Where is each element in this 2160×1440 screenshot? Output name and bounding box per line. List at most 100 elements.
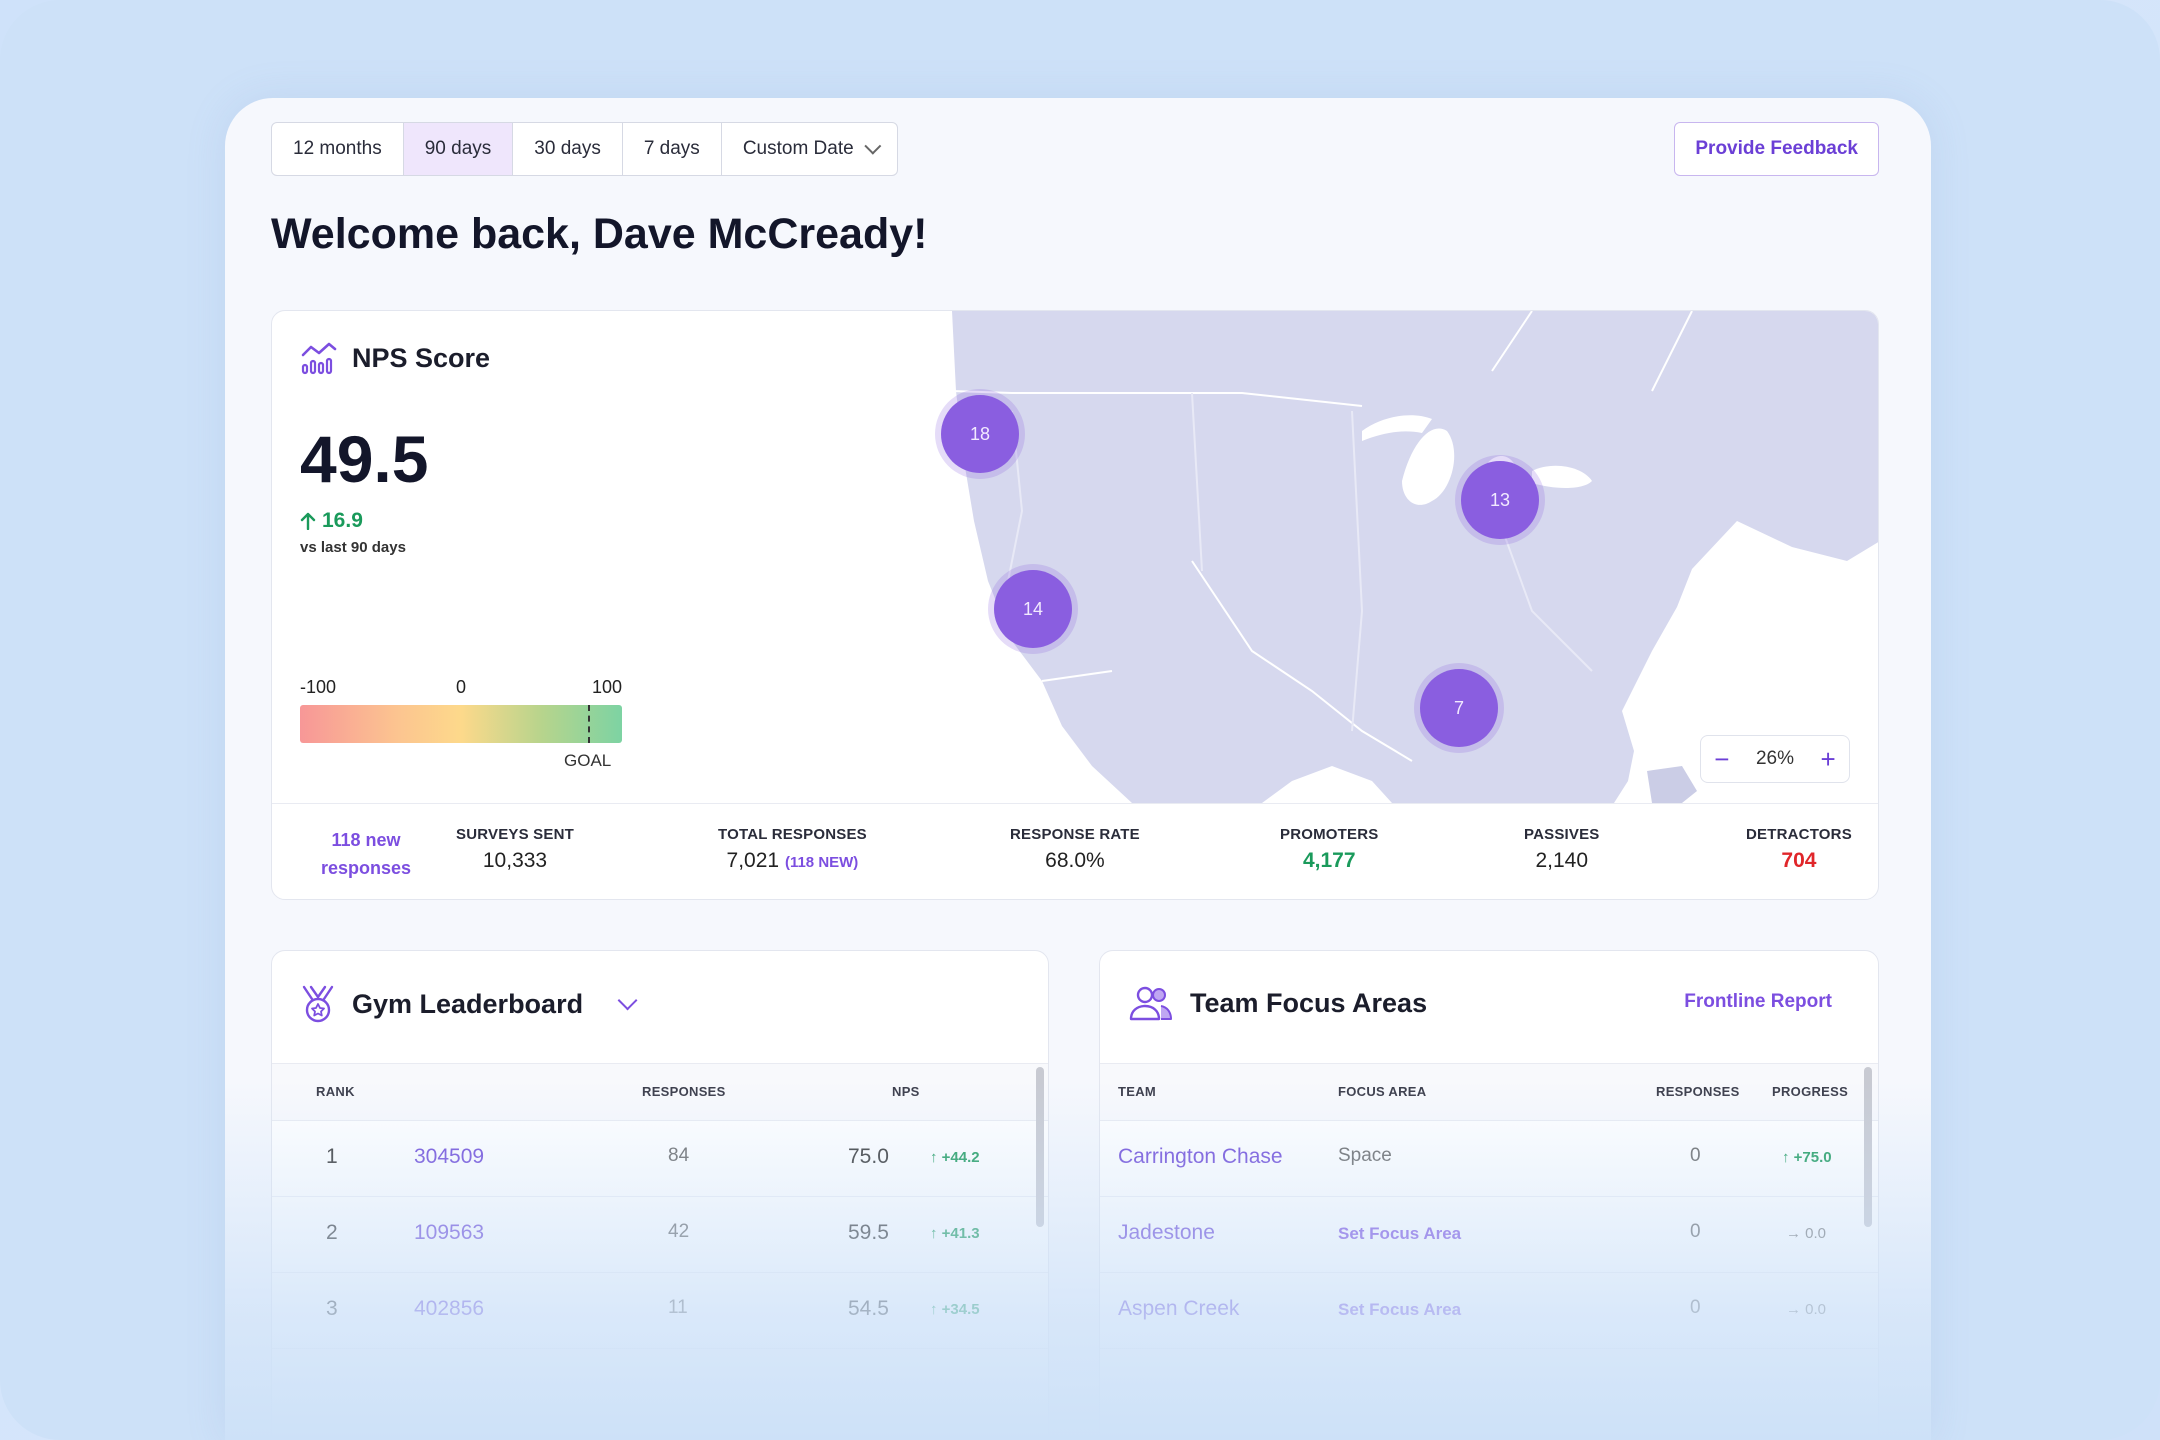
stat-surveys-sent: SURVEYS SENT 10,333 <box>456 826 574 873</box>
column-header[interactable]: RESPONSES <box>642 1084 726 1099</box>
progress-value: 0.0 <box>1805 1225 1827 1242</box>
stat-passives: PASSIVES 2,140 <box>1524 826 1600 873</box>
column-header[interactable]: TEAM <box>1118 1084 1157 1099</box>
stat-detractors: DETRACTORS 704 <box>1746 826 1852 873</box>
responses: 0 <box>1690 1297 1701 1318</box>
leaderboard-title: Gym Leaderboard <box>352 988 584 1019</box>
leaderboard-header: Gym Leaderboard <box>300 985 638 1023</box>
chevron-down-icon <box>864 137 882 155</box>
team-focus-card: Team Focus Areas Frontline Report TEAM F… <box>1099 950 1879 1440</box>
rank: 3 <box>326 1297 338 1320</box>
column-header[interactable]: RANK <box>316 1084 355 1099</box>
gym-leaderboard-card: Gym Leaderboard RANK RESPONSES NPS 1 304… <box>271 950 1049 1440</box>
stat-value: 704 <box>1781 849 1817 872</box>
scale-mid: 0 <box>456 677 467 697</box>
nps-header: NPS Score <box>300 341 490 375</box>
nps-value: 59.5 <box>848 1221 889 1244</box>
nps-change-value: +44.2 <box>941 1149 980 1166</box>
nps-stats-row: 118 new responses SURVEYS SENT 10,333 TO… <box>272 803 1878 899</box>
nps-delta-caption: vs last 90 days <box>300 539 406 556</box>
table-row[interactable]: Jadestone Set Focus Area 0 → 0.0 <box>1100 1197 1878 1273</box>
responses: 0 <box>1690 1145 1701 1166</box>
nps-card: NPS Score 49.5 16.9 vs last 90 days -100… <box>271 310 1879 900</box>
date-range-selector: 12 months 90 days 30 days 7 days Custom … <box>271 122 898 176</box>
table-row[interactable]: Aspen Creek Set Focus Area 0 → 0.0 <box>1100 1273 1878 1349</box>
stat-promoters: PROMOTERS 4,177 <box>1280 826 1378 873</box>
nps-change: ↑ +41.3 <box>930 1225 980 1242</box>
focus-table-header: TEAM FOCUS AREA RESPONSES PROGRESS <box>1100 1063 1878 1121</box>
focus-header: Team Focus Areas <box>1128 985 1427 1021</box>
table-row[interactable]: 1 304509 84 75.0 ↑ +44.2 <box>272 1121 1048 1197</box>
progress: → 0.0 <box>1786 1301 1827 1318</box>
responses: 0 <box>1690 1221 1701 1242</box>
range-12-months[interactable]: 12 months <box>272 123 404 175</box>
stat-total-responses: TOTAL RESPONSES 7,021 (118 NEW) <box>718 826 867 873</box>
page-title: Welcome back, Dave McCready! <box>271 210 928 258</box>
stat-value: 10,333 <box>482 849 548 872</box>
progress: → 0.0 <box>1786 1225 1827 1242</box>
stat-label: DETRACTORS <box>1746 826 1852 843</box>
zoom-out-button[interactable]: − <box>1714 743 1730 774</box>
scrollbar[interactable] <box>1864 1067 1872 1227</box>
nps-delta-value: 16.9 <box>322 509 363 532</box>
provide-feedback-button[interactable]: Provide Feedback <box>1674 122 1879 176</box>
nps-value: 54.5 <box>848 1297 889 1320</box>
range-90-days[interactable]: 90 days <box>403 123 514 175</box>
set-focus-area-link[interactable]: Set Focus Area <box>1338 1300 1462 1319</box>
column-header[interactable]: RESPONSES <box>1656 1084 1740 1099</box>
range-custom-date[interactable]: Custom Date <box>722 123 897 175</box>
team-link[interactable]: Carrington Chase <box>1118 1145 1283 1168</box>
stat-value: 4,177 <box>1302 849 1356 872</box>
map-cluster[interactable]: 7 <box>1420 669 1498 747</box>
leaderboard-table-header: RANK RESPONSES NPS <box>272 1063 1048 1121</box>
nps-change-value: +41.3 <box>941 1225 980 1242</box>
gym-link[interactable]: 109563 <box>414 1221 485 1244</box>
stat-label: SURVEYS SENT <box>456 826 574 843</box>
zoom-in-button[interactable]: + <box>1820 743 1836 774</box>
focus-title: Team Focus Areas <box>1190 987 1428 1018</box>
map-cluster[interactable]: 14 <box>994 570 1072 648</box>
stat-value: 68.0% <box>1045 849 1105 872</box>
column-header[interactable]: FOCUS AREA <box>1338 1084 1427 1099</box>
new-responses-link[interactable]: 118 new responses <box>320 830 412 878</box>
arrow-up-icon <box>300 512 316 530</box>
table-row[interactable]: 2 109563 42 59.5 ↑ +41.3 <box>272 1197 1048 1273</box>
nps-change: ↑ +44.2 <box>930 1149 980 1166</box>
stat-value: 2,140 <box>1535 849 1589 872</box>
team-link[interactable]: Jadestone <box>1118 1221 1215 1244</box>
table-row[interactable]: 3 402856 11 54.5 ↑ +34.5 <box>272 1273 1048 1349</box>
team-link[interactable]: Aspen Creek <box>1118 1297 1240 1320</box>
progress-value: 0.0 <box>1805 1301 1827 1318</box>
scrollbar[interactable] <box>1036 1067 1044 1227</box>
rank: 1 <box>326 1145 338 1168</box>
gym-link[interactable]: 402856 <box>414 1297 485 1320</box>
scale-min: -100 <box>300 677 337 697</box>
dashboard-window: 12 months 90 days 30 days 7 days Custom … <box>225 98 1931 1440</box>
nps-delta: 16.9 <box>300 509 363 533</box>
column-header[interactable]: NPS <box>892 1084 920 1099</box>
responses: 42 <box>668 1221 690 1242</box>
table-row[interactable]: Carrington Chase Space 0 ↑ +75.0 <box>1100 1121 1878 1197</box>
responses: 84 <box>668 1145 690 1166</box>
map-zoom-control: − 26% + <box>1700 735 1850 783</box>
map-cluster[interactable]: 13 <box>1461 461 1539 539</box>
set-focus-area-link[interactable]: Set Focus Area <box>1338 1224 1462 1243</box>
map-cluster[interactable]: 18 <box>941 395 1019 473</box>
scale-max: 100 <box>591 677 622 697</box>
stat-label: PASSIVES <box>1524 826 1600 843</box>
zoom-level: 26% <box>1755 748 1795 769</box>
stat-label: PROMOTERS <box>1280 826 1379 843</box>
column-header[interactable]: PROGRESS <box>1772 1084 1849 1099</box>
range-7-days[interactable]: 7 days <box>623 123 722 175</box>
gym-link[interactable]: 304509 <box>414 1145 485 1168</box>
stat-label: TOTAL RESPONSES <box>718 826 867 843</box>
nps-value: 75.0 <box>848 1145 889 1168</box>
progress: ↑ +75.0 <box>1782 1149 1832 1166</box>
range-30-days[interactable]: 30 days <box>513 123 623 175</box>
chevron-down-icon[interactable] <box>617 990 638 1011</box>
medal-icon <box>302 985 334 1023</box>
stat-label: RESPONSE RATE <box>1010 826 1140 843</box>
response-map[interactable] <box>892 311 1879 803</box>
nps-scale-bar <box>300 705 622 743</box>
frontline-report-link[interactable]: Frontline Report <box>1684 991 1832 1012</box>
